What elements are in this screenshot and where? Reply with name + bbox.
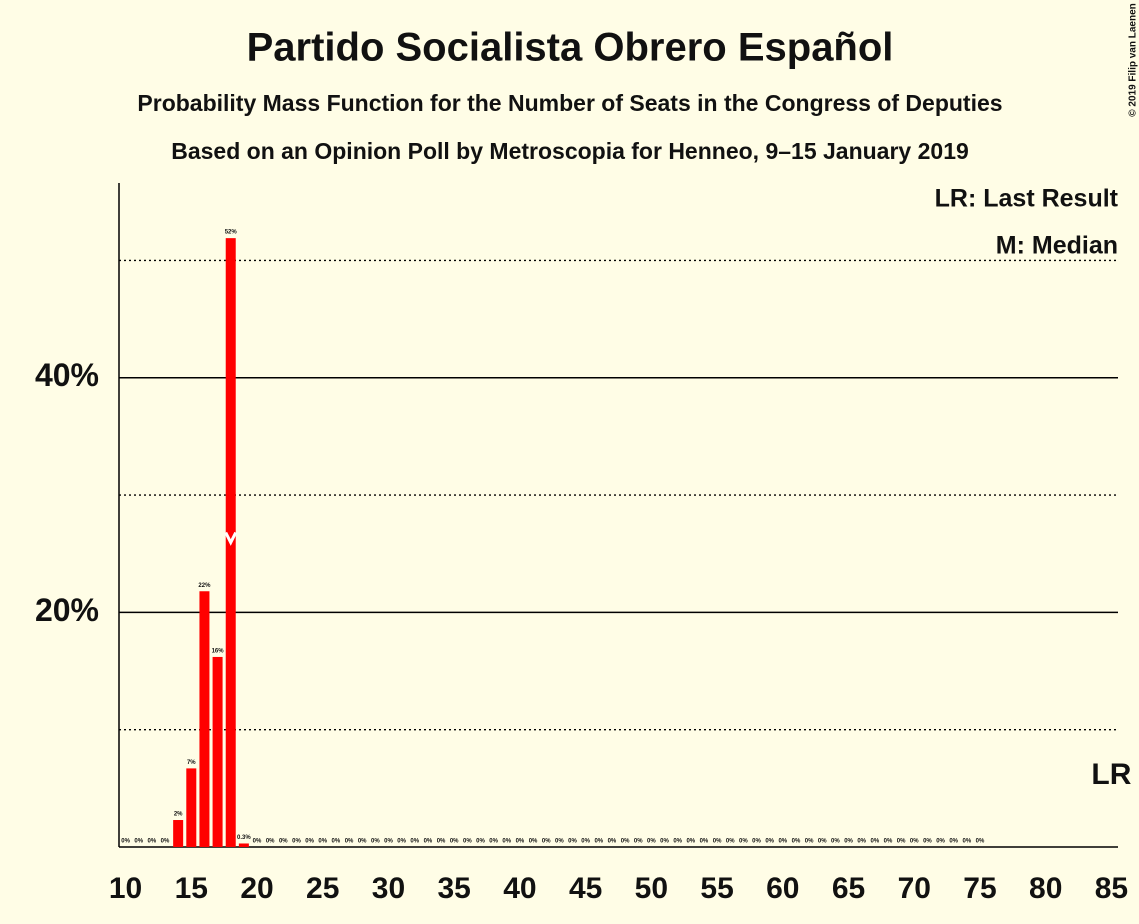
bar	[212, 656, 223, 847]
value-label: 0%	[161, 839, 170, 845]
legend-entry: LR: Last Result	[935, 185, 1119, 213]
value-label: 0%	[897, 839, 906, 845]
value-label: 0%	[910, 839, 919, 845]
value-label: 0%	[489, 839, 498, 845]
value-label: 0%	[608, 839, 617, 845]
x-tick-label: 70	[898, 872, 931, 905]
value-label: 0%	[976, 839, 985, 845]
x-tick-label: 10	[109, 872, 142, 905]
bar	[199, 591, 210, 847]
value-label: 0%	[397, 839, 406, 845]
value-label: 0%	[765, 839, 774, 845]
legend-entry: M: Median	[996, 232, 1118, 260]
value-label: 0%	[345, 839, 354, 845]
value-label: 7%	[187, 760, 196, 766]
value-label: 16%	[212, 649, 225, 655]
y-tick-label: 20%	[35, 592, 99, 628]
x-tick-label: 80	[1029, 872, 1062, 905]
median-marker	[224, 531, 238, 546]
x-tick-label: 40	[503, 872, 536, 905]
value-label: 0%	[673, 839, 682, 845]
chart-subtitle: Based on an Opinion Poll by Metroscopia …	[171, 138, 969, 164]
value-label: 0%	[332, 839, 341, 845]
value-label: 0%	[134, 839, 143, 845]
value-label: 52%	[225, 230, 238, 236]
chart-title: Partido Socialista Obrero Español	[247, 26, 894, 70]
value-label: 0%	[634, 839, 643, 845]
value-label: 0%	[660, 839, 669, 845]
value-label: 0%	[594, 839, 603, 845]
chart-subtitle: Probability Mass Function for the Number…	[137, 90, 1002, 116]
copyright: © 2019 Filip van Laenen	[1128, 3, 1139, 117]
value-label: 0%	[279, 839, 288, 845]
x-tick-label: 60	[766, 872, 799, 905]
x-tick-label: 50	[635, 872, 668, 905]
value-label: 0%	[384, 839, 393, 845]
x-tick-label: 65	[832, 872, 865, 905]
value-label: 0.3%	[237, 835, 251, 841]
value-label: 0%	[713, 839, 722, 845]
value-label: 0%	[870, 839, 879, 845]
value-label: 0%	[358, 839, 367, 845]
bar	[238, 843, 249, 847]
value-label: 0%	[621, 839, 630, 845]
value-label: 0%	[463, 839, 472, 845]
value-label: 0%	[371, 839, 380, 845]
value-label: 0%	[857, 839, 866, 845]
value-label: 0%	[410, 839, 419, 845]
value-label: 0%	[805, 839, 814, 845]
x-tick-label: 20	[240, 872, 273, 905]
value-label: 0%	[292, 839, 301, 845]
value-label: 0%	[884, 839, 893, 845]
x-tick-label: 55	[700, 872, 733, 905]
value-label: 0%	[923, 839, 932, 845]
x-tick-label: 45	[569, 872, 602, 905]
bar	[173, 820, 184, 847]
value-label: 0%	[318, 839, 327, 845]
value-label: 2%	[174, 812, 183, 818]
value-label: 0%	[778, 839, 787, 845]
value-label: 0%	[700, 839, 709, 845]
value-label: 0%	[647, 839, 656, 845]
y-tick-label: 40%	[35, 357, 99, 393]
value-label: 0%	[253, 839, 262, 845]
value-label: 0%	[831, 839, 840, 845]
value-label: 0%	[686, 839, 695, 845]
value-label: 0%	[581, 839, 590, 845]
value-label: 0%	[502, 839, 511, 845]
value-label: 0%	[962, 839, 971, 845]
value-label: 0%	[949, 839, 958, 845]
x-tick-label: 75	[963, 872, 996, 905]
value-label: 0%	[516, 839, 525, 845]
value-label: 0%	[305, 839, 314, 845]
value-label: 0%	[936, 839, 945, 845]
x-tick-label: 25	[306, 872, 339, 905]
value-label: 0%	[726, 839, 735, 845]
value-label: 0%	[476, 839, 485, 845]
x-tick-label: 15	[175, 872, 208, 905]
value-label: 0%	[529, 839, 538, 845]
x-tick-label: 35	[438, 872, 471, 905]
value-label: 22%	[198, 583, 211, 589]
value-label: 0%	[450, 839, 459, 845]
value-label: 0%	[266, 839, 275, 845]
value-label: 0%	[568, 839, 577, 845]
last-result-label: LR	[1091, 758, 1131, 791]
value-label: 0%	[555, 839, 564, 845]
value-label: 0%	[542, 839, 551, 845]
value-label: 0%	[844, 839, 853, 845]
value-label: 0%	[792, 839, 801, 845]
bar	[186, 768, 197, 847]
value-label: 0%	[148, 839, 157, 845]
value-label: 0%	[752, 839, 761, 845]
x-tick-label: 85	[1095, 872, 1128, 905]
value-label: 0%	[739, 839, 748, 845]
value-label: 0%	[818, 839, 827, 845]
value-label: 0%	[121, 839, 130, 845]
x-tick-label: 30	[372, 872, 405, 905]
value-label: 0%	[437, 839, 446, 845]
value-label: 0%	[424, 839, 433, 845]
